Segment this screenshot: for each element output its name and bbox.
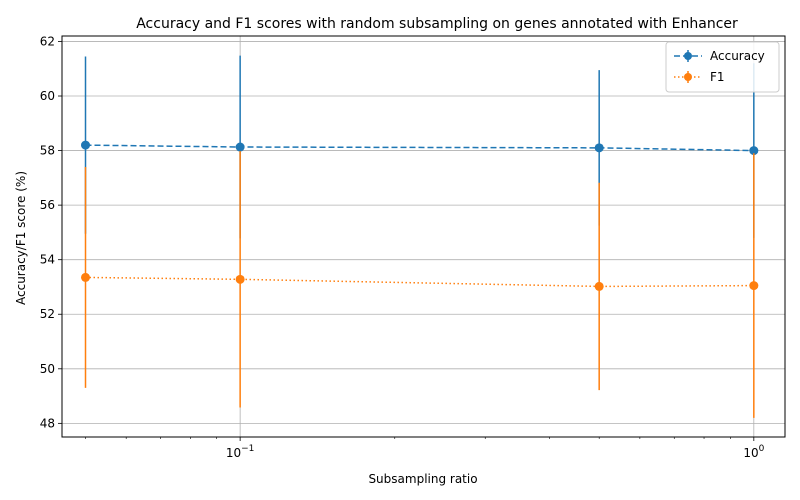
series-line bbox=[85, 144, 754, 152]
chart-title: Accuracy and F1 scores with random subsa… bbox=[136, 16, 738, 32]
data-point bbox=[235, 142, 245, 152]
y-tick-label: 52 bbox=[40, 307, 55, 321]
data-point bbox=[594, 143, 604, 153]
legend-label: F1 bbox=[710, 70, 725, 84]
legend-marker bbox=[684, 52, 692, 60]
x-axis: 10−1 100 bbox=[85, 437, 765, 460]
x-tick-label: 10−1 bbox=[226, 444, 255, 460]
y-axis: 48 50 52 54 56 58 60 62 bbox=[40, 34, 62, 430]
y-axis-label: Accuracy/F1 score (%) bbox=[14, 171, 28, 305]
series-line bbox=[85, 276, 754, 288]
series-layer bbox=[81, 55, 759, 418]
y-tick-label: 54 bbox=[40, 253, 55, 267]
legend: Accuracy F1 bbox=[665, 41, 780, 93]
data-point bbox=[749, 146, 759, 156]
legend-marker bbox=[684, 73, 692, 81]
data-point bbox=[594, 281, 604, 291]
legend-box bbox=[665, 41, 780, 93]
series-accuracy bbox=[81, 55, 759, 239]
data-point bbox=[749, 281, 759, 291]
y-tick-label: 50 bbox=[40, 362, 55, 376]
y-tick-label: 58 bbox=[40, 144, 55, 158]
legend-label: Accuracy bbox=[710, 49, 765, 63]
y-tick-label: 56 bbox=[40, 198, 55, 212]
series-f1 bbox=[81, 151, 759, 418]
plot-frame bbox=[61, 35, 786, 438]
y-tick-label: 60 bbox=[40, 89, 55, 103]
data-point bbox=[81, 272, 91, 282]
data-point bbox=[235, 274, 245, 284]
grid bbox=[62, 36, 785, 437]
legend-item-accuracy: Accuracy bbox=[674, 49, 765, 63]
x-axis-label: Subsampling ratio bbox=[368, 472, 477, 486]
data-point bbox=[81, 140, 91, 150]
legend-item-f1: F1 bbox=[674, 70, 725, 84]
x-tick-label: 100 bbox=[743, 444, 764, 460]
y-tick-label: 62 bbox=[40, 34, 55, 48]
y-tick-label: 48 bbox=[40, 416, 55, 430]
